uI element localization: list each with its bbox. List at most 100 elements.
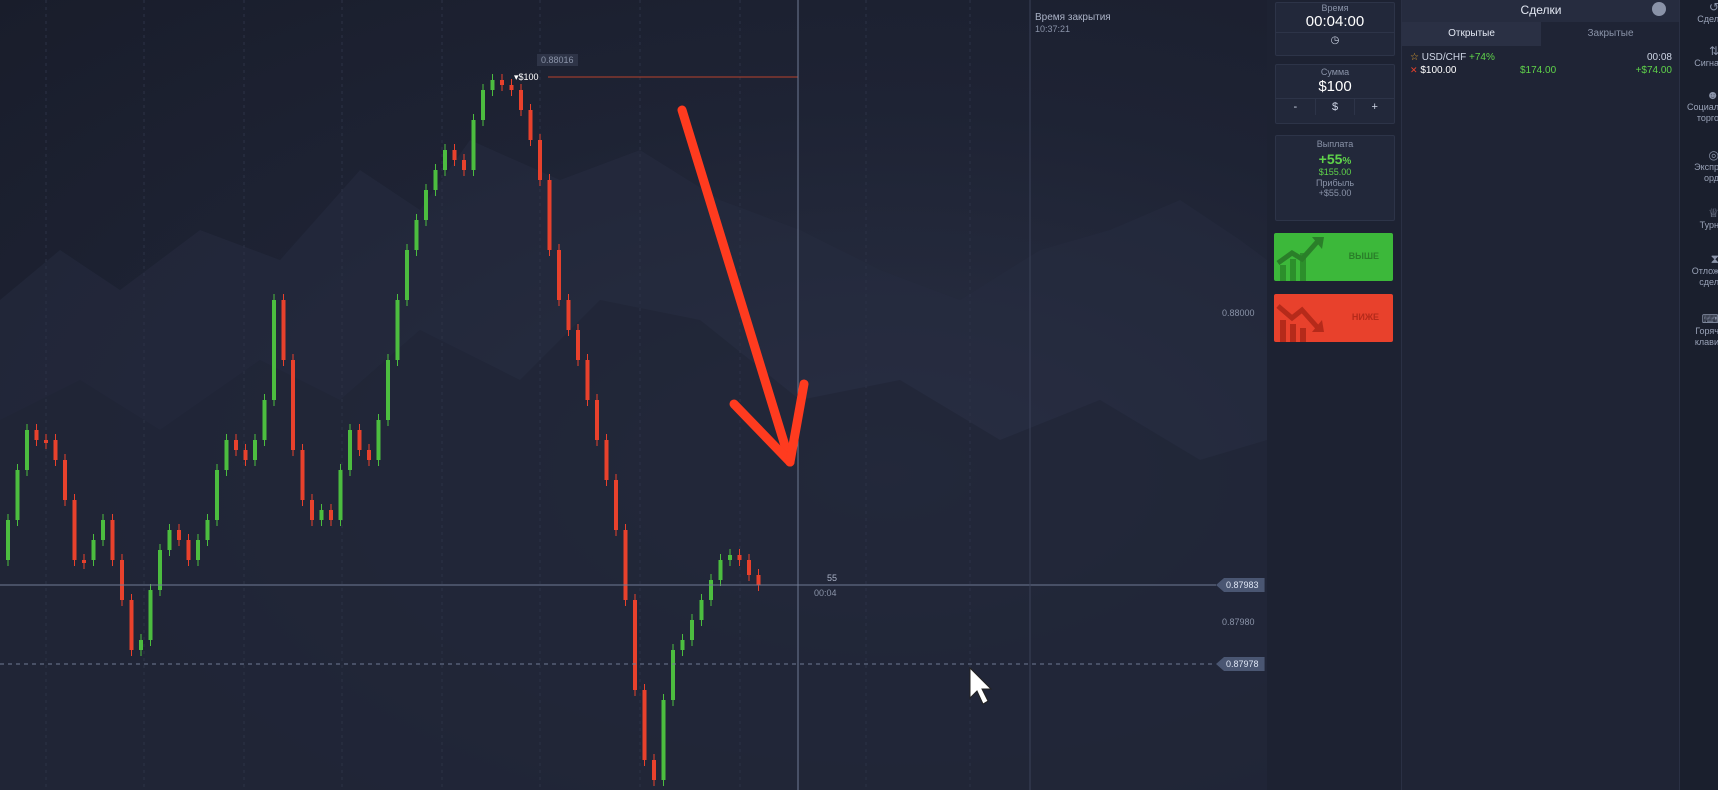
candle — [642, 690, 647, 760]
candle — [547, 180, 552, 250]
candle — [348, 430, 352, 470]
payout-title: Выплата — [1316, 139, 1354, 149]
menu-item-pending[interactable]: ⧗ Отлож сдел — [1680, 254, 1718, 288]
candle — [300, 450, 305, 500]
candle — [120, 560, 124, 600]
menu-label: Отлож — [1691, 266, 1718, 276]
menu-label-2: орд — [1703, 173, 1718, 183]
amount-plus-button[interactable]: + — [1371, 101, 1378, 113]
candle — [177, 530, 181, 540]
deals-tabs: Открытые Закрытые — [1402, 22, 1680, 46]
payout-amount: $155.00 — [1318, 167, 1352, 177]
candle — [756, 575, 761, 585]
clock-icon[interactable]: ◷ — [1330, 35, 1340, 46]
menu-label: Социал — [1687, 102, 1718, 112]
time-title: Время — [1321, 3, 1349, 13]
candle — [576, 330, 580, 360]
menu-item-tournaments[interactable]: ♕ Турн — [1680, 208, 1718, 231]
tab-closed[interactable]: Закрытые — [1587, 28, 1634, 39]
amount-box[interactable]: Сумма $100 - $ + — [1275, 64, 1395, 124]
tab-open[interactable]: Открытые — [1402, 22, 1541, 46]
menu-item-hotkeys[interactable]: ⌨ Горяч клави — [1680, 314, 1718, 348]
time-value[interactable]: 00:04:00 — [1305, 13, 1365, 30]
candle — [709, 580, 713, 600]
deal-profit: +$74.00 — [1635, 65, 1672, 76]
menu-label: Сдел — [1697, 14, 1718, 24]
signal-icon: ⇅ — [1708, 46, 1718, 58]
candle — [557, 250, 561, 300]
payout-percent-value: +55 — [1318, 151, 1343, 167]
trend-down-icon — [1276, 304, 1324, 342]
candle — [272, 300, 276, 400]
amount-currency-button[interactable]: $ — [1316, 99, 1356, 115]
candle — [718, 560, 723, 580]
lower-label: НИЖЕ — [1351, 312, 1379, 322]
candle — [386, 360, 390, 420]
trade-panel: Время 00:04:00 ◷ Сумма $100 - $ + Выплат… — [1267, 0, 1401, 790]
candle — [519, 90, 523, 110]
candle — [652, 760, 656, 780]
candle — [129, 600, 134, 650]
menu-item-social[interactable]: ☻ Социал торго — [1680, 90, 1718, 124]
candle — [424, 190, 428, 220]
candle — [728, 555, 732, 560]
trade-marker[interactable]: ▾$100 — [514, 72, 539, 82]
deal-amount: $100.00 — [1420, 65, 1457, 76]
deal-time: 00:08 — [1646, 52, 1672, 63]
amount-minus-button[interactable]: - — [1276, 99, 1316, 115]
amount-value[interactable]: $100 — [1318, 78, 1352, 95]
candle — [25, 430, 29, 470]
price-label-0.88000: 0.88000 — [1222, 308, 1255, 318]
candle — [623, 530, 628, 600]
payout-percent: +55% — [1276, 151, 1394, 167]
candle — [509, 85, 514, 90]
deal-pair: USD/CHF — [1421, 52, 1467, 63]
chart-area[interactable]: 0.88016 ▾$100 55 00:04 Время закрытия 10… — [0, 0, 1267, 790]
candle — [53, 440, 58, 460]
timer-main: 55 — [827, 573, 838, 583]
higher-button[interactable]: ВЫШЕ — [1274, 233, 1393, 281]
deal-payout: +74% — [1468, 52, 1495, 63]
menu-label: Турн — [1699, 220, 1718, 230]
deal-item[interactable]: ☆ USD/CHF +74% 00:08 ✕ $100.00 $174.00 +… — [1402, 46, 1680, 78]
candle — [338, 470, 343, 520]
menu-item-express[interactable]: ◎ Экспр орд — [1680, 150, 1718, 184]
candle — [158, 550, 162, 590]
globe-icon[interactable] — [1652, 2, 1666, 16]
timer-sub: 00:04 — [814, 588, 837, 598]
candle — [471, 120, 476, 170]
candle — [281, 300, 286, 360]
candle — [528, 110, 533, 140]
candle — [234, 440, 238, 450]
users-icon: ☻ — [1706, 90, 1718, 102]
candle — [490, 80, 495, 90]
candle — [167, 530, 172, 550]
time-box[interactable]: Время 00:04:00 ◷ — [1275, 2, 1395, 56]
candlestick-chart[interactable] — [0, 0, 1267, 790]
candle — [91, 540, 96, 560]
trophy-icon: ♕ — [1708, 208, 1718, 220]
candle — [585, 360, 590, 400]
deal-row-top: ☆ USD/CHF +74% 00:08 — [1410, 52, 1672, 65]
deals-header: Сделки — [1402, 0, 1680, 22]
candle — [63, 460, 67, 500]
candle — [6, 520, 10, 560]
candle — [139, 640, 143, 650]
candle — [205, 520, 210, 540]
candle — [329, 510, 333, 520]
candle — [566, 300, 571, 330]
deals-title: Сделки — [1520, 3, 1562, 17]
candle — [604, 440, 609, 480]
express-icon: ◎ — [1708, 150, 1718, 162]
payout-percent-sign: % — [1342, 156, 1352, 167]
candle — [367, 450, 371, 460]
menu-label-2: сдел — [1699, 277, 1718, 287]
candle — [15, 470, 20, 520]
candle — [481, 90, 485, 120]
lower-button[interactable]: НИЖЕ — [1274, 294, 1393, 342]
menu-item-deals[interactable]: ↺ Сдел — [1680, 2, 1718, 25]
candle — [186, 540, 191, 560]
profit-title: Прибыль — [1315, 178, 1355, 188]
star-icon[interactable]: ☆ — [1410, 52, 1419, 63]
menu-item-signals[interactable]: ⇅ Сигна — [1680, 46, 1718, 69]
